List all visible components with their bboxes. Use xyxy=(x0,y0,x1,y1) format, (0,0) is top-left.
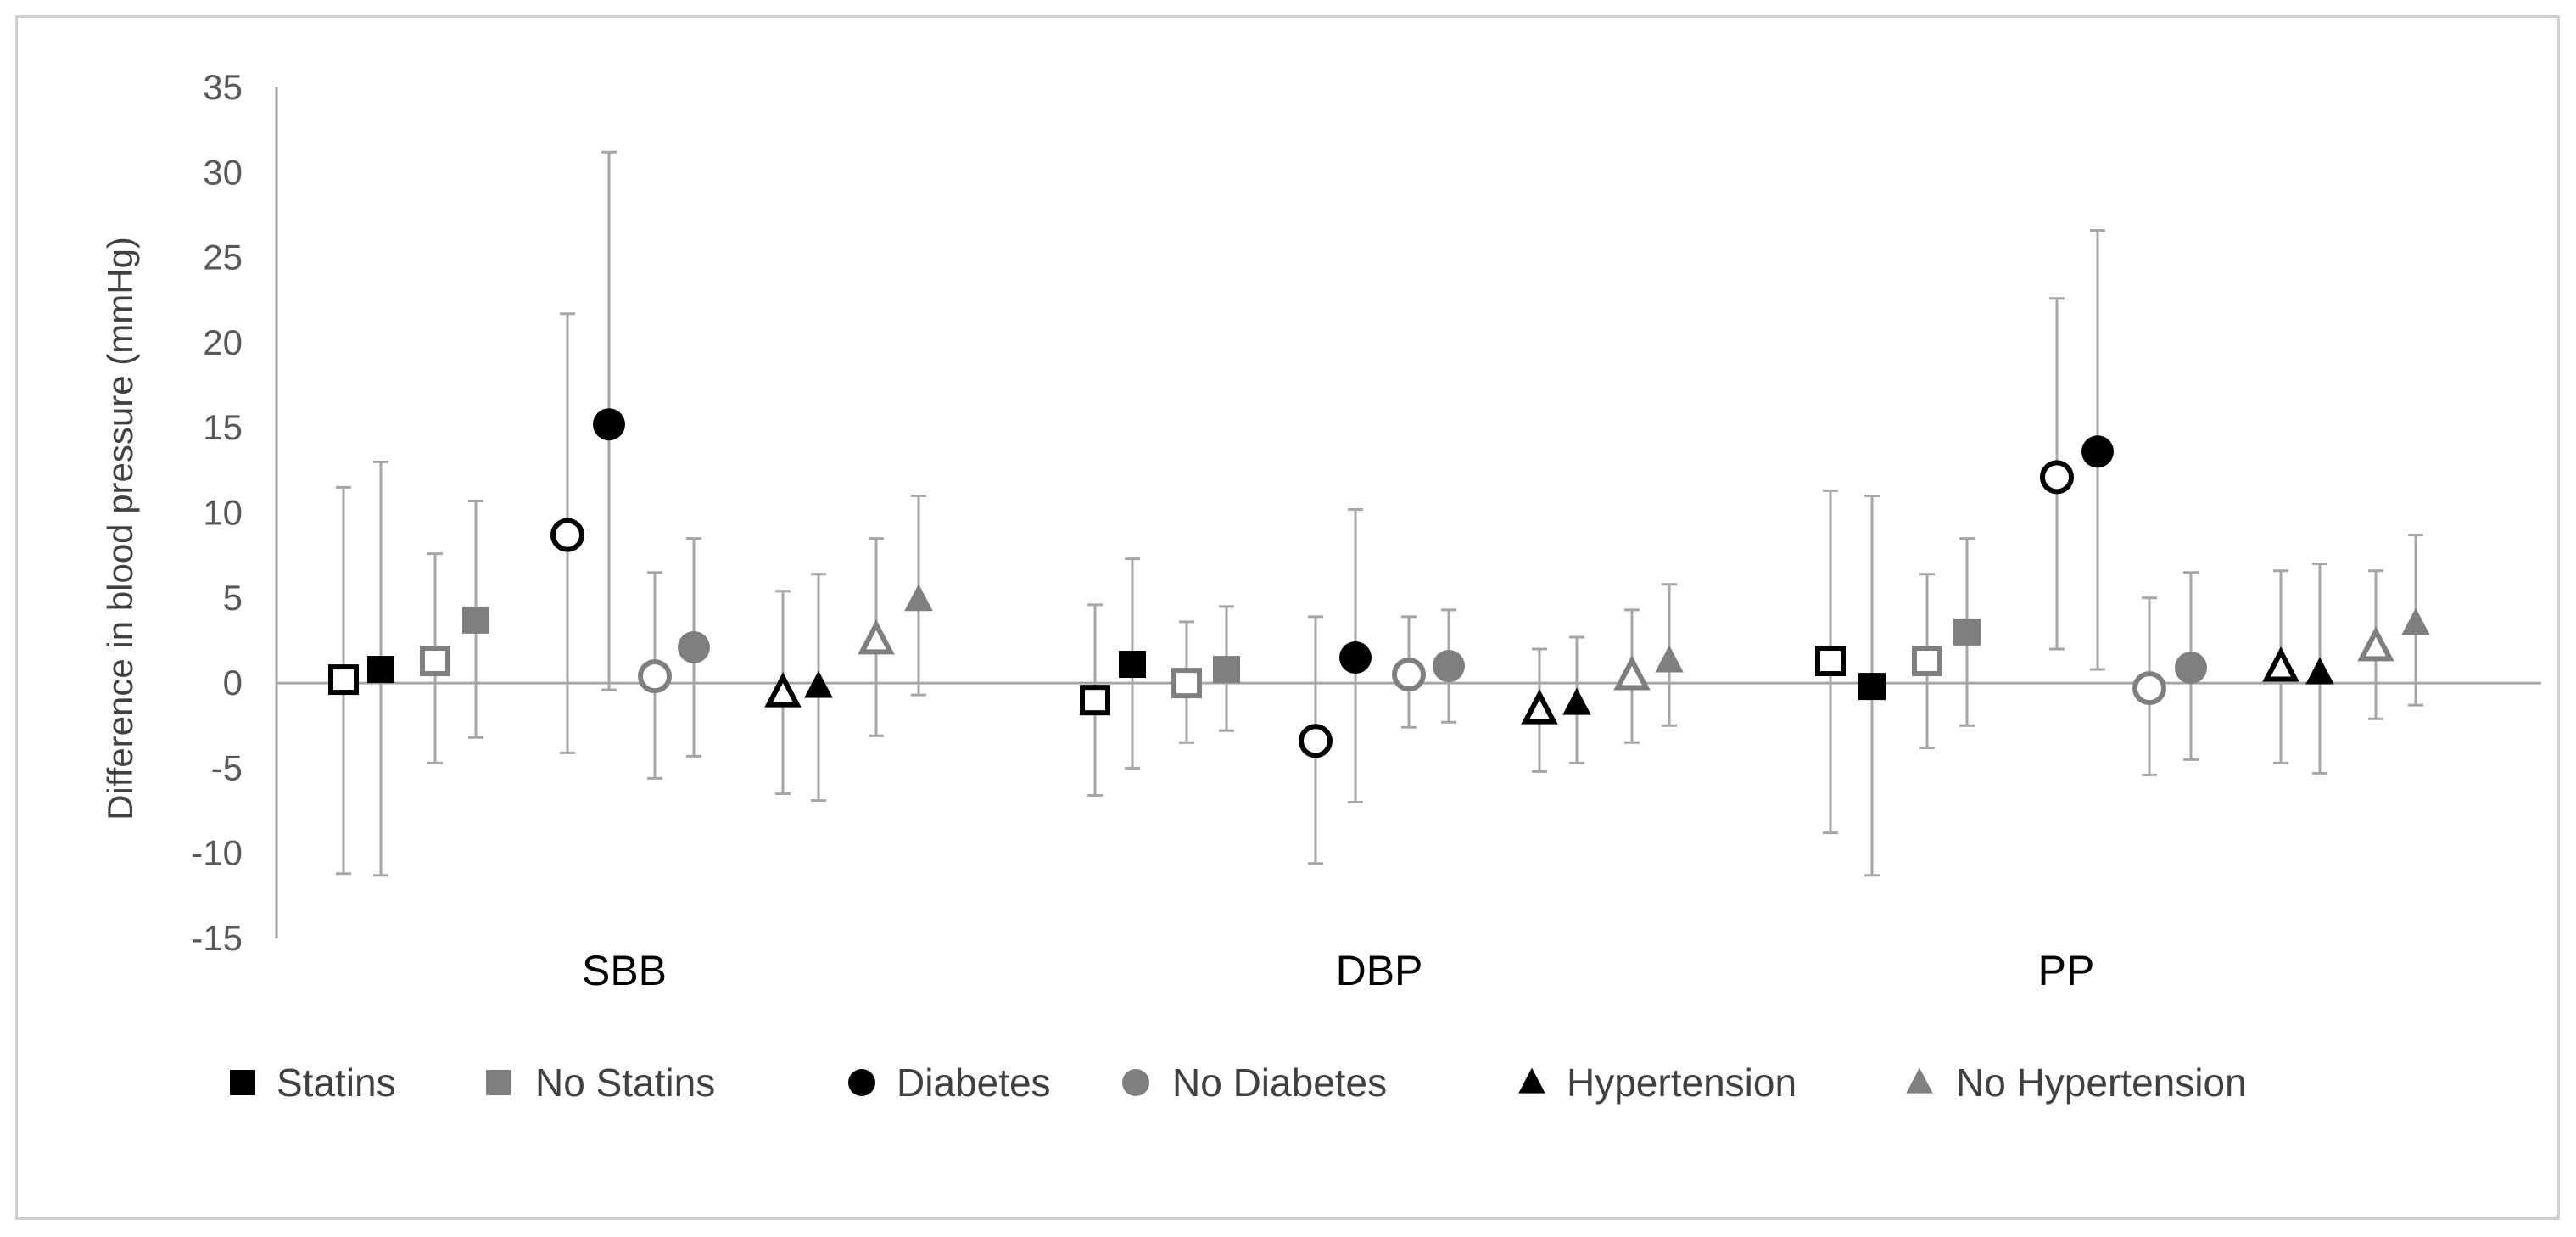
y-tick-label: 35 xyxy=(203,67,243,107)
y-tick-label: 15 xyxy=(203,407,243,447)
circle-marker xyxy=(2175,652,2207,685)
legend-label: Statins xyxy=(277,1061,396,1105)
y-tick-label: 20 xyxy=(203,322,243,362)
legend: Statins No Statins Diabetes No Diabetes Hype… xyxy=(230,1061,2247,1105)
square-marker xyxy=(1815,646,1846,677)
square-marker xyxy=(367,656,394,684)
legend-item: Hypertension xyxy=(1518,1061,1796,1105)
legend-label: Diabetes xyxy=(897,1061,1051,1105)
legend-label: Hypertension xyxy=(1567,1061,1796,1105)
errorbar-layer xyxy=(336,150,2423,877)
triangle-marker xyxy=(2401,607,2430,635)
square-marker xyxy=(1171,668,1202,699)
triangle-marker xyxy=(1562,687,1591,715)
circle-marker xyxy=(2040,460,2074,495)
square-marker xyxy=(1080,685,1110,716)
square-marker xyxy=(1213,656,1240,684)
square-marker xyxy=(1912,646,1942,677)
y-tick-label: 0 xyxy=(223,663,243,702)
y-tick-label: 5 xyxy=(223,578,243,618)
triangle-marker xyxy=(764,672,802,708)
legend-label: No Hypertension xyxy=(1956,1061,2247,1105)
square-marker xyxy=(1119,651,1146,679)
circle-marker xyxy=(2081,435,2114,468)
legend-triangle-icon xyxy=(1906,1067,1933,1094)
y-tick-label: -15 xyxy=(191,918,243,958)
triangle-marker xyxy=(904,584,933,612)
square-marker xyxy=(462,606,489,634)
marker-layer xyxy=(328,408,2430,758)
triangle-marker xyxy=(858,618,895,655)
circle-marker xyxy=(1339,641,1372,674)
circle-marker xyxy=(1299,724,1333,758)
legend-item: Diabetes xyxy=(848,1061,1051,1105)
y-tick-label: -10 xyxy=(191,833,243,873)
circle-marker xyxy=(1392,658,1426,692)
circle-marker xyxy=(1433,650,1465,683)
group-label: SBB xyxy=(582,947,667,994)
circle-marker xyxy=(2132,671,2166,706)
legend-triangle-icon xyxy=(1518,1067,1545,1094)
legend-circle-icon xyxy=(848,1069,875,1096)
legend-label: No Statins xyxy=(535,1061,715,1105)
legend-square-icon xyxy=(486,1070,511,1095)
group-label: DBP xyxy=(1336,947,1423,994)
y-tick-label: -5 xyxy=(211,747,243,787)
square-marker xyxy=(328,664,359,696)
triangle-marker xyxy=(1521,689,1558,725)
legend-item: No Diabetes xyxy=(1122,1061,1387,1105)
chart-canvas: -15 -10 -5 0 5 10 15 20 25 30 35 SBB DBP PP Statins No… xyxy=(100,67,2541,1105)
chart-frame: -15 -10 -5 0 5 10 15 20 25 30 35 SBB DBP PP Statins No… xyxy=(15,15,2560,1220)
y-tick-label: 30 xyxy=(203,152,243,192)
circle-marker xyxy=(593,408,625,441)
square-marker xyxy=(420,646,450,677)
circle-marker xyxy=(550,518,584,552)
triangle-marker xyxy=(2262,646,2299,682)
y-tick-label: 10 xyxy=(203,493,243,533)
group-label: PP xyxy=(2038,947,2095,994)
legend-item: Statins xyxy=(230,1061,396,1105)
legend-label: No Diabetes xyxy=(1172,1061,1387,1105)
square-marker xyxy=(1858,673,1886,701)
triangle-marker xyxy=(1613,655,1651,691)
triangle-marker xyxy=(2305,657,2334,685)
circle-marker xyxy=(678,630,710,663)
axis-layer: -15 -10 -5 0 5 10 15 20 25 30 35 SBB DBP PP xyxy=(191,67,2541,994)
legend-item: No Statins xyxy=(486,1061,715,1105)
legend-square-icon xyxy=(230,1070,255,1095)
legend-item: No Hypertension xyxy=(1906,1061,2247,1105)
circle-marker xyxy=(638,659,672,694)
legend-circle-icon xyxy=(1122,1069,1149,1096)
y-tick-label: 25 xyxy=(203,238,243,277)
y-axis-title: Difference in blood pressure (mmHg) xyxy=(100,237,140,820)
square-marker xyxy=(1953,618,1981,646)
triangle-marker xyxy=(1655,645,1684,673)
triangle-marker xyxy=(2357,625,2394,662)
triangle-marker xyxy=(804,670,833,698)
